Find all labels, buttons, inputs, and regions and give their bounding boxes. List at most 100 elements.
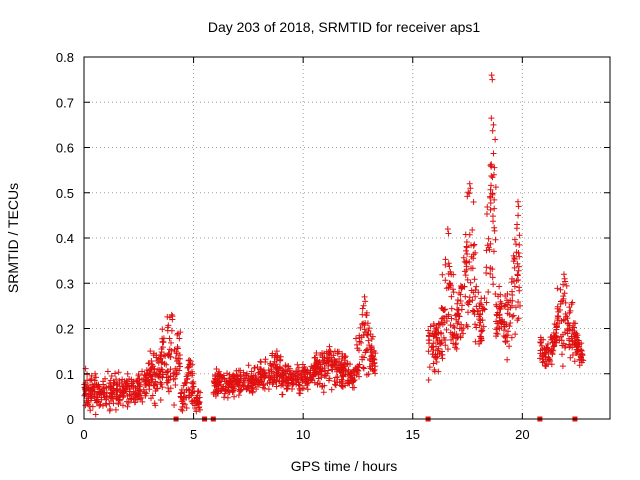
data-point [507, 320, 514, 327]
data-point [189, 370, 196, 377]
data-point [332, 382, 339, 389]
data-point [509, 292, 516, 299]
data-point [109, 391, 116, 398]
data-point [558, 298, 565, 305]
data-point [553, 336, 560, 343]
x-tick-label: 0 [80, 427, 87, 442]
data-point [563, 282, 570, 289]
data-point [125, 399, 132, 406]
y-tick-label: 0 [67, 412, 74, 427]
data-point [446, 263, 453, 270]
data-point [571, 330, 578, 337]
data-points [81, 72, 587, 422]
data-point [447, 322, 454, 329]
data-point [113, 376, 120, 383]
data-point [514, 271, 521, 278]
data-point [366, 325, 373, 332]
data-point [492, 136, 499, 143]
data-point [248, 368, 255, 375]
data-point [357, 324, 364, 331]
data-point [537, 334, 544, 341]
data-point [514, 260, 521, 267]
data-point [472, 249, 479, 256]
data-point [356, 334, 363, 341]
data-point [172, 381, 179, 388]
data-point [300, 385, 307, 392]
data-point [445, 230, 452, 237]
data-point [470, 255, 477, 262]
data-point [274, 352, 281, 359]
data-point [497, 291, 504, 298]
data-point [439, 351, 446, 358]
data-point [507, 304, 514, 311]
data-point [354, 345, 361, 352]
data-point [516, 253, 523, 260]
data-point [496, 283, 503, 290]
data-point [514, 198, 521, 205]
data-point [490, 248, 497, 255]
data-point [470, 289, 477, 296]
data-point [465, 309, 472, 316]
data-point [365, 370, 372, 377]
data-point [137, 381, 144, 388]
data-point [240, 382, 247, 389]
data-point [339, 353, 346, 360]
data-point [561, 290, 568, 297]
data-point [354, 367, 361, 374]
data-point [454, 311, 461, 318]
data-point [370, 355, 377, 362]
data-point [164, 313, 171, 320]
data-point [448, 305, 455, 312]
data-point [502, 302, 509, 309]
y-tick-label: 0.6 [56, 141, 74, 156]
data-point [177, 390, 184, 397]
data-point [165, 388, 172, 395]
data-point [237, 387, 244, 394]
data-point [462, 247, 469, 254]
data-point [488, 72, 495, 79]
data-point [338, 376, 345, 383]
data-point [170, 376, 177, 383]
data-point [283, 385, 290, 392]
data-point [257, 358, 264, 365]
data-point [105, 383, 112, 390]
data-point [319, 354, 326, 361]
data-point [289, 376, 296, 383]
data-point [453, 345, 460, 352]
data-point [144, 377, 150, 384]
data-point [496, 325, 503, 332]
data-point [120, 402, 127, 409]
data-point [553, 324, 560, 331]
data-point [493, 312, 500, 319]
data-point [465, 189, 472, 196]
data-point [327, 349, 334, 356]
data-point [176, 335, 183, 342]
data-point [103, 401, 110, 408]
data-point [469, 227, 476, 234]
data-point [250, 374, 257, 381]
data-point [466, 190, 473, 197]
data-point [166, 346, 173, 353]
data-point [314, 357, 321, 364]
data-point [511, 283, 518, 290]
data-point [242, 374, 249, 381]
data-point [169, 316, 176, 323]
x-axis-label: GPS time / hours [291, 458, 398, 474]
data-point [185, 364, 192, 371]
data-point [128, 391, 135, 398]
data-point [487, 162, 494, 169]
data-point [267, 361, 274, 368]
data-point [92, 397, 99, 404]
data-point [369, 362, 376, 369]
data-point [438, 339, 445, 346]
data-point [119, 389, 126, 396]
data-point [503, 332, 510, 339]
data-point [466, 259, 473, 266]
data-point [334, 348, 341, 355]
data-point [477, 300, 484, 307]
data-point [94, 384, 101, 391]
data-point [539, 359, 546, 366]
data-point [490, 150, 497, 157]
data-point [450, 289, 457, 296]
data-point [86, 402, 93, 409]
